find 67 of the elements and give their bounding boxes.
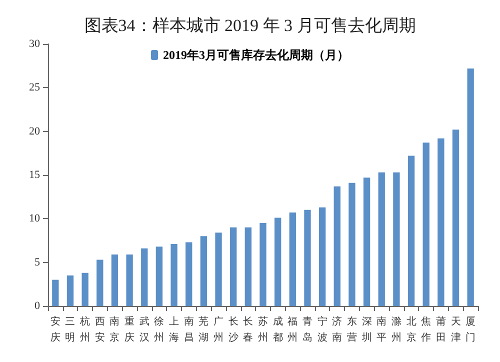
bar [408,156,415,306]
x-tick-label: 徐州 [154,316,164,344]
bar [244,227,252,306]
bar [467,68,474,306]
bar [215,232,222,306]
bar [289,212,296,306]
bar [274,218,282,306]
y-tick-label: 0 [34,300,40,312]
x-tick-label: 南平 [376,316,387,344]
x-tick-label: 杭州 [79,316,90,344]
x-tick-label: 重庆 [124,316,135,344]
bar [393,172,400,306]
x-tick-label: 武汉 [139,316,150,344]
bar [186,242,192,306]
x-tick-label: 上海 [169,316,180,344]
x-tick-label: 深圳 [360,316,372,344]
bar [334,186,340,306]
bar [156,246,163,306]
x-tick-label: 东营 [346,316,357,344]
bar [170,244,178,306]
x-tick-label: 芜湖 [198,316,209,344]
y-tick-label: 25 [29,82,40,94]
bar [452,130,460,306]
bar [96,260,104,306]
x-tick-label: 苏州 [258,316,268,344]
x-tick-label: 福州 [288,316,298,344]
x-tick-label: 焦作 [420,316,432,344]
x-tick-label: 长沙 [228,316,238,344]
bar [126,254,133,306]
y-tick-label: 5 [34,256,40,268]
bar [304,210,311,306]
bar [52,280,59,306]
x-tick-label: 长春 [243,316,254,344]
x-tick-label: 南京 [110,316,120,344]
bar [66,275,74,306]
x-tick-label: 西安 [94,316,105,344]
x-tick-label: 宁波 [317,316,328,344]
x-tick-label: 厦门 [466,316,476,344]
y-tick-label: 10 [29,212,40,225]
bar [348,182,356,306]
x-tick-label: 青岛 [302,316,312,344]
bar [438,138,444,306]
y-tick-label: 30 [29,38,40,50]
x-tick-label: 安庆 [50,316,60,344]
chart-title: 图表34：样本城市 2019 年 3 月可售去化周期 [84,16,416,35]
bar [111,254,118,306]
x-tick-label: 北京 [406,316,416,344]
bar [260,223,266,306]
bar [318,207,326,306]
x-tick-label: 滁州 [391,316,402,344]
x-tick-label: 广州 [214,316,224,344]
bar [141,248,148,306]
bar [422,142,430,306]
y-tick-label: 15 [29,169,40,181]
y-tick-label: 20 [29,125,40,138]
bar [200,236,208,306]
x-tick-label: 天津 [450,316,461,344]
x-tick-label: 莆田 [436,316,446,344]
bar [82,272,88,306]
bar [363,178,370,306]
x-tick-label: 济南 [332,316,342,344]
legend-label: 2019年3月可售库存去化周期（月） [163,48,349,62]
x-tick-label: 三明 [65,316,76,344]
bar [230,227,237,306]
bar [378,172,385,306]
x-tick-label: 成都 [272,316,283,344]
x-tick-label: 南昌 [184,316,194,344]
